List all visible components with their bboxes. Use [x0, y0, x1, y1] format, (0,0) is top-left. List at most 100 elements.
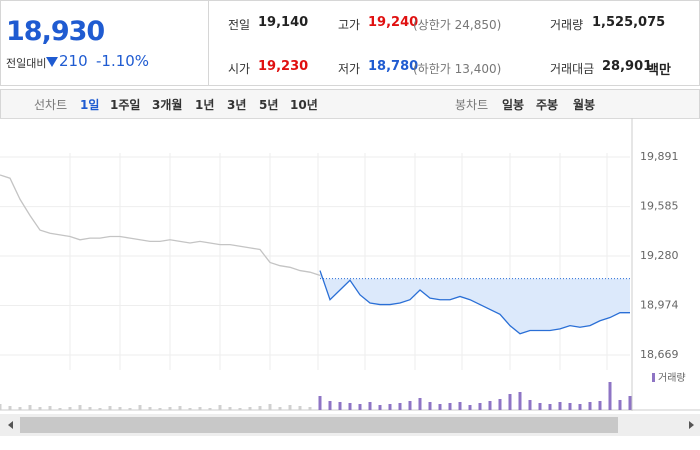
volume-bar [578, 404, 582, 410]
volume-bar [178, 406, 182, 410]
volume-bar [228, 407, 232, 410]
volume-bar [438, 404, 442, 410]
tab[interactable]: 1일 [80, 98, 100, 112]
info-value: 19,140 [258, 15, 309, 30]
volume-bar [628, 396, 632, 410]
price-line [319, 270, 630, 335]
volume-bar [168, 407, 172, 410]
tab[interactable]: 주봉 [536, 98, 559, 112]
info-label: 저가 [338, 62, 361, 76]
volume-bar [338, 402, 342, 410]
volume-bar [398, 403, 402, 410]
volume-bar [558, 402, 562, 410]
volume-bar [98, 408, 102, 410]
info-value: 1,525,075 [592, 15, 666, 30]
volume-bar [328, 401, 332, 410]
volume-bar [618, 400, 622, 410]
legend-swatch [652, 373, 655, 382]
info-value: 18,780 [368, 59, 419, 74]
y-tick-label: 18,669 [640, 348, 679, 361]
volume-bar [38, 407, 42, 410]
volume-bar [358, 404, 362, 410]
volume-bar [128, 408, 132, 410]
volume-bar [468, 405, 472, 410]
info-label: 거래대금 [550, 62, 595, 76]
tab[interactable]: 1년 [195, 98, 215, 112]
scroll-thumb[interactable] [20, 417, 618, 433]
chart: 19,891 19,585 19,280 18,974 18,669 거래량 [0, 118, 700, 411]
info-label: 전일 [228, 18, 251, 32]
volume-bar [348, 403, 352, 410]
volume-bar [518, 392, 522, 410]
area-fill [320, 270, 630, 334]
volume-bar [238, 408, 242, 410]
tab[interactable]: 10년 [290, 98, 318, 112]
info-unit: 백만 [647, 63, 671, 78]
tab[interactable]: 1주일 [110, 98, 141, 112]
y-tick-label: 18,974 [640, 299, 679, 312]
volume-bar [428, 402, 432, 410]
volume-bar [568, 403, 572, 410]
price-line [0, 174, 321, 277]
volume-bar [0, 404, 2, 410]
volume-bar [288, 405, 292, 410]
scroll-left[interactable] [6, 420, 16, 430]
volume-bar [418, 398, 422, 410]
volume-bar [278, 407, 282, 410]
info-value: 19,240 [368, 15, 419, 30]
y-tick-label: 19,891 [640, 150, 679, 163]
volume-bar [218, 405, 222, 410]
tab[interactable]: 5년 [259, 98, 279, 112]
tab-label: 선차트 [34, 98, 68, 112]
legend-label: 거래량 [658, 372, 686, 384]
info-value: 19,230 [258, 59, 309, 74]
volume-bar [138, 405, 142, 410]
volume-bar [268, 404, 272, 410]
scroll-right[interactable] [686, 420, 696, 430]
volume-bar [538, 403, 542, 410]
divider [208, 0, 209, 85]
volume-bar [48, 406, 52, 410]
info-label: 시가 [228, 62, 251, 76]
change: 210 [59, 52, 88, 70]
volume-bar [198, 407, 202, 410]
volume-bar [598, 401, 602, 410]
volume-bar [408, 401, 412, 410]
info-note: (하한가 13,400) [413, 62, 502, 76]
volume-bar [488, 401, 492, 410]
volume-bar [608, 382, 612, 410]
volume-bar [158, 408, 162, 410]
volume-bar [18, 407, 22, 410]
volume-bar [548, 404, 552, 410]
volume-bar [188, 408, 192, 410]
volume-bar [58, 408, 62, 410]
volume-bar [448, 403, 452, 410]
tab-label: 봉차트 [455, 98, 489, 112]
volume-bar [378, 405, 382, 410]
volume-bar [528, 400, 532, 410]
volume-bar [148, 407, 152, 410]
volume-bar [108, 406, 112, 410]
tab[interactable]: 3년 [227, 98, 247, 112]
volume-bar [78, 405, 82, 410]
volume-bar [388, 404, 392, 410]
y-tick-label: 19,280 [640, 249, 679, 262]
down-arrow [46, 57, 58, 67]
tab[interactable]: 3개월 [152, 98, 183, 112]
change-label: 전일대비 [6, 57, 47, 70]
info-note: (상한가 24,850) [413, 18, 502, 32]
volume-bar [588, 402, 592, 410]
tab[interactable]: 월봉 [573, 98, 596, 112]
tab[interactable]: 일봉 [502, 98, 525, 112]
volume-bar [318, 396, 322, 410]
info-label: 고가 [338, 18, 361, 32]
volume-bar [298, 406, 302, 410]
volume-bar [508, 394, 512, 410]
volume-bar [308, 407, 312, 410]
volume-bar [258, 406, 262, 410]
volume-bar [208, 408, 212, 410]
volume-bar [368, 402, 372, 410]
current-price: 18,930 [6, 16, 105, 47]
volume-bar [498, 399, 502, 410]
